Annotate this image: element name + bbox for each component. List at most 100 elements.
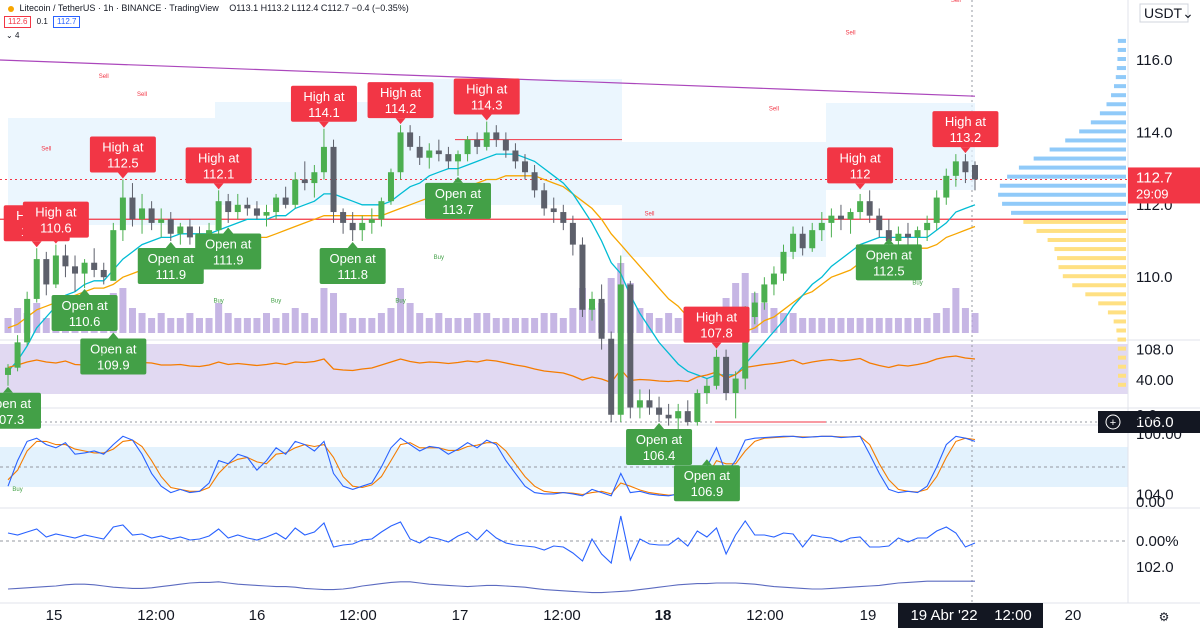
candle-body (158, 219, 165, 223)
volume-bar (464, 318, 472, 333)
candle-body (598, 298, 605, 339)
price-tick-label: 108.0 (1136, 342, 1174, 359)
candle-body (273, 197, 280, 213)
volume-bar (952, 288, 960, 333)
time-tick-label: 12:00 (339, 607, 377, 624)
candle-body (320, 146, 327, 173)
candle-body (972, 164, 978, 180)
open-at-label-pointer (883, 238, 894, 245)
candle-body (876, 215, 883, 231)
open-at-label-title: Open at (90, 342, 137, 357)
candle-body (933, 197, 940, 223)
candle (474, 132, 481, 155)
high-at-label-title: High at (102, 139, 144, 154)
volume-bar (310, 318, 318, 333)
volume-profile-bar (1011, 210, 1126, 215)
rsi-line (7, 355, 976, 384)
candle (972, 161, 978, 191)
candle (253, 201, 260, 220)
volume-bar (435, 313, 443, 333)
sell-mark: Sell (951, 0, 961, 4)
candle (809, 222, 816, 252)
candle (770, 266, 777, 296)
volume-bar (425, 318, 433, 333)
candle (924, 215, 931, 241)
candle (780, 244, 787, 281)
sell-mark: Sell (846, 31, 856, 37)
crosshair-price-tag (1098, 411, 1200, 433)
candle (435, 139, 442, 162)
candle (416, 136, 423, 165)
high-at-label-title: High at (303, 89, 345, 104)
sell-mark: Sell (769, 107, 779, 113)
open-at-label-value: 106.4 (643, 448, 676, 463)
candle (311, 164, 318, 198)
chevron-down-icon[interactable]: ⌄ (6, 31, 13, 40)
open-at-label-pointer (165, 242, 176, 248)
open-at-label-box (424, 182, 491, 219)
candle (799, 226, 806, 256)
bottom-indicator-line (7, 580, 975, 594)
volume-profile-bar (1049, 147, 1126, 152)
candle (320, 128, 327, 180)
buy-price-box[interactable]: 112.7 (53, 16, 81, 28)
buy-mark: Buy (271, 299, 281, 305)
volume-bar (138, 313, 146, 333)
candle-body (512, 150, 519, 162)
time-tick-label: 17 (452, 607, 469, 624)
candle (359, 215, 366, 241)
high-at-label-box (185, 147, 252, 184)
buy-mark: Buy (912, 280, 922, 286)
high-at-label-pointer (855, 183, 866, 190)
candle-body (110, 230, 117, 281)
volume-bar (397, 288, 405, 333)
candle-body (368, 219, 375, 223)
open-at-label-title: Open at (61, 298, 108, 313)
candle (129, 183, 136, 227)
volume-profile-bar (1036, 228, 1126, 233)
candle (72, 255, 79, 292)
volume-bar (176, 318, 184, 333)
volume-profile-bar (1116, 66, 1126, 71)
volume-bar (157, 313, 165, 333)
candle (665, 403, 672, 426)
symbol-title[interactable]: Litecoin / TetherUS · 1h · BINANCE · Tra… (19, 3, 219, 13)
sell-price-box[interactable]: 112.6 (4, 16, 32, 28)
gear-icon[interactable]: ⚙ (1159, 610, 1170, 624)
high-at-label-box (89, 136, 156, 173)
indicators-collapse[interactable]: ⌄ 4 (6, 31, 19, 40)
candle-body (751, 302, 758, 318)
candle (617, 255, 624, 422)
candle-body (866, 201, 873, 216)
open-at-label-box (319, 248, 386, 284)
volume-bar (847, 318, 855, 333)
candle (177, 222, 184, 245)
volume-profile-bar (1007, 174, 1126, 179)
volume-bar (923, 318, 931, 333)
candle (62, 244, 69, 278)
volume-profile-bar (1117, 382, 1126, 387)
candle-body (809, 230, 816, 249)
volume-bar (961, 308, 969, 333)
volume-bar (799, 318, 807, 333)
candle (234, 193, 241, 220)
volume-bar (454, 318, 462, 333)
candle (330, 139, 337, 223)
volume-profile-bar (1117, 346, 1126, 351)
candle (100, 262, 107, 285)
candle (818, 212, 825, 241)
open-at-label-title: Open at (435, 186, 482, 201)
high-at-label-value: 114.1 (308, 105, 340, 120)
candle (493, 125, 500, 147)
candle-body (723, 356, 730, 394)
live-dot-icon (8, 5, 14, 12)
time-tick-label: 20 (1065, 607, 1082, 624)
volume-profile-bar (999, 183, 1126, 188)
candle-body (732, 378, 739, 394)
